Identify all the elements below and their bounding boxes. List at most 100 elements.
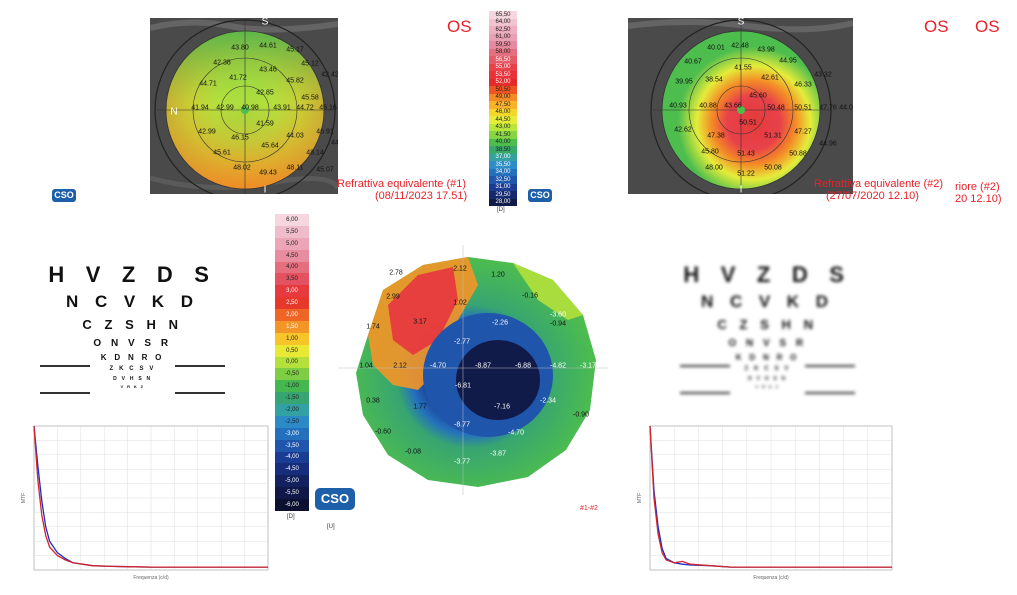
chart-y-axis-label: MTF	[21, 493, 27, 503]
scale-step: 3,50	[275, 273, 309, 286]
mtf-chart-1: Frequenza (c/d) MTF	[21, 425, 269, 580]
snellen-row: D V H S N	[113, 376, 152, 382]
snellen-reference-line	[175, 392, 225, 394]
difference-value: -4.70	[508, 429, 524, 437]
difference-value: 2.12	[393, 362, 407, 370]
snellen-row: O N V S R	[93, 338, 172, 349]
scale-step: 5,50	[275, 225, 309, 238]
topography-value: 45.80	[701, 148, 719, 156]
scale-step: 5,00	[275, 237, 309, 250]
snellen-row: C Z S H N	[82, 317, 183, 332]
topography-value: 41.55	[734, 64, 752, 72]
snellen-row: K D N R O	[735, 353, 800, 362]
topography-value: 44.03	[286, 132, 304, 140]
snellen-row: K D N R O	[100, 353, 165, 362]
scale-step: 38,50	[489, 146, 517, 154]
map-1-caption: Refrattiva equivalente (#1) (08/11/2023 …	[337, 178, 467, 202]
difference-map-graphic	[338, 245, 608, 495]
topography-value: 42.48	[731, 42, 749, 50]
snellen-reference-line	[805, 365, 855, 367]
topography-value: 45.58	[301, 94, 319, 102]
scale-step: 49,00	[489, 93, 517, 101]
snellen-reference-line	[680, 365, 730, 367]
topography-value: 46.16	[319, 104, 337, 112]
scale-step: 28,00	[489, 198, 517, 206]
difference-value: 2.78	[389, 269, 403, 277]
difference-value: -6.88	[515, 362, 531, 370]
topography-value: 40.88	[699, 102, 717, 110]
topography-value: 51.43	[737, 150, 755, 158]
topography-value: 43.46	[259, 66, 277, 74]
scale-step: -4,50	[275, 463, 309, 476]
topography-value: 46.33	[794, 81, 812, 89]
topography-value: 42.99	[216, 104, 234, 112]
topography-value: 47.38	[707, 132, 725, 140]
snellen-row: C Z S H N	[717, 317, 818, 332]
snellen-row: H V Z D S	[48, 262, 217, 287]
difference-value: -4.70	[430, 362, 446, 370]
scale-step: 3,00	[275, 285, 309, 298]
difference-value: -4.82	[550, 362, 566, 370]
cso-logo-3: CSO	[315, 488, 355, 510]
topography-value: 42.38	[213, 59, 231, 67]
map-unit: [U]	[327, 524, 335, 530]
snellen-reference-line	[680, 392, 730, 394]
topography-value: 41.72	[229, 74, 247, 82]
scale-step: 58,00	[489, 48, 517, 56]
topography-value: 48.02	[233, 164, 251, 172]
difference-value: -7.16	[494, 403, 510, 411]
difference-value: -0.60	[375, 428, 391, 436]
scale-step: -5,50	[275, 487, 309, 499]
compass-inferior-2: I	[739, 184, 743, 195]
difference-value: -2.34	[540, 397, 556, 405]
topography-value: 50.88	[789, 150, 807, 158]
topography-value: 42.99	[198, 128, 216, 136]
scale-step: 6,00	[275, 214, 309, 226]
difference-value: 2.99	[386, 293, 400, 301]
scale-step: -1,00	[275, 380, 309, 393]
map-2-caption-title: Refrattiva equivalente (#2)	[814, 178, 944, 190]
difference-value: -3.77	[454, 458, 470, 466]
snellen-row: D V H S N	[748, 376, 787, 382]
snellen-row: V R K Z	[120, 384, 145, 389]
eye-label-os-1: OS	[447, 17, 472, 36]
topography-value: 44.95	[779, 57, 797, 65]
difference-value: -3.17	[580, 362, 596, 370]
mtf-series-line-2	[649, 425, 892, 568]
chart-x-axis-label: Frequenza (c/d)	[133, 575, 169, 580]
caption-fragment-1: riore (#2)	[955, 181, 1000, 193]
topography-value: 49.43	[259, 169, 277, 177]
topography-value: 43.66	[724, 102, 742, 110]
scale-step: 52,00	[489, 78, 517, 86]
snellen-reference-line	[40, 365, 90, 367]
difference-value: -3.60	[550, 311, 566, 319]
scale-step: -5,00	[275, 475, 309, 488]
compass-nasal: N	[170, 106, 178, 118]
scale-step: 56,50	[489, 56, 517, 64]
topography-value: 44.07	[839, 104, 853, 112]
topography-value: 43.32	[814, 71, 832, 79]
topography-value: 41.94	[191, 104, 209, 112]
topography-value: 46.15	[231, 134, 249, 142]
topography-value: 50.08	[764, 164, 782, 172]
difference-color-scale: 6,00 5,50 5,00 4,50 4,00 3,50 3,00 2,50 2,00 1,50…	[275, 214, 309, 511]
topography-value: 44.71	[199, 80, 217, 88]
difference-value: 1.02	[453, 299, 467, 307]
topography-value: 40.01	[707, 44, 725, 52]
difference-value: 1.77	[413, 403, 427, 411]
difference-value: -3.87	[490, 450, 506, 458]
map-1-caption-title: Refrattiva equivalente (#1)	[337, 178, 467, 190]
topography-value: 44.14	[331, 139, 338, 147]
scale-step: 0,50	[275, 344, 309, 357]
scale-step: 55,00	[489, 63, 517, 71]
difference-value: 2.12	[453, 265, 467, 273]
scale-step: 31,00	[489, 183, 517, 191]
difference-value: 1.74	[366, 323, 380, 331]
difference-value: -6.81	[455, 382, 471, 390]
scale-step: 47,50	[489, 101, 517, 109]
topography-map-2-graphic	[628, 18, 853, 194]
snellen-row: V R K Z	[755, 384, 780, 389]
scale-step: 4,50	[275, 249, 309, 262]
difference-value: -2.26	[492, 319, 508, 327]
difference-value: -0.94	[550, 320, 566, 328]
